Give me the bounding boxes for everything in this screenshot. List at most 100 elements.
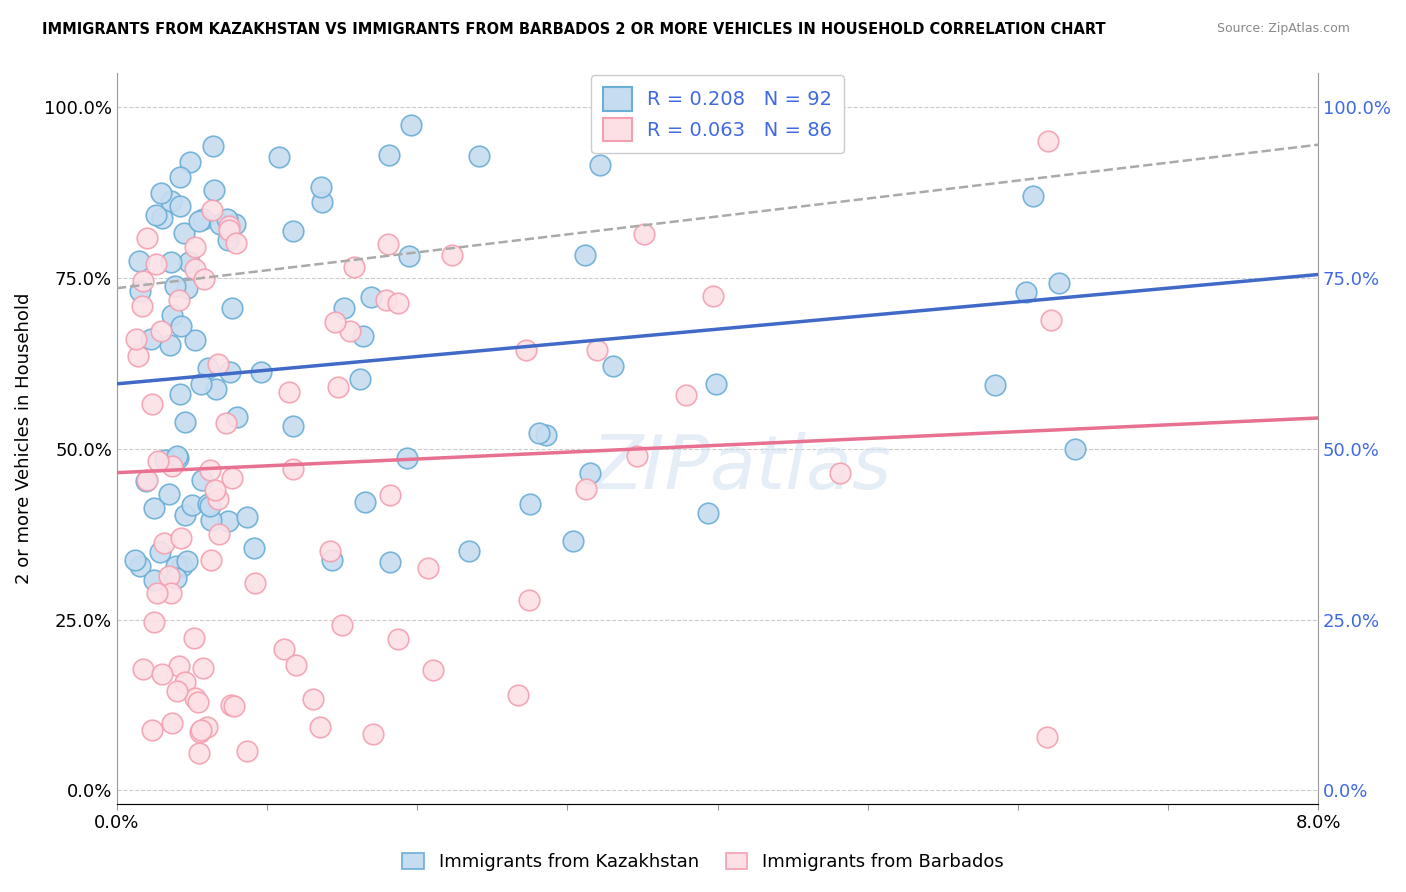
Point: [416, 560, 439, 574]
Point: [172, 558, 194, 573]
Point: [273, 641, 295, 656]
Point: [468, 149, 491, 163]
Point: [330, 618, 353, 632]
Point: [209, 218, 232, 232]
Point: [198, 499, 221, 513]
Point: [157, 569, 180, 583]
Point: [200, 553, 222, 567]
Point: [166, 684, 188, 698]
Point: [517, 592, 540, 607]
Point: [187, 746, 209, 760]
Point: [132, 662, 155, 676]
Point: [160, 308, 183, 322]
Point: [173, 508, 195, 523]
Point: [131, 299, 153, 313]
Point: [146, 454, 169, 468]
Point: [187, 695, 209, 709]
Point: [208, 527, 231, 541]
Point: [187, 214, 209, 228]
Point: [139, 332, 162, 346]
Point: [160, 459, 183, 474]
Point: [333, 301, 356, 315]
Point: [378, 555, 401, 569]
Point: [562, 533, 585, 548]
Point: [190, 376, 212, 391]
Point: [136, 230, 159, 244]
Point: [377, 148, 399, 162]
Point: [422, 663, 444, 677]
Point: [349, 372, 371, 386]
Point: [173, 415, 195, 429]
Point: [183, 240, 205, 254]
Point: [159, 586, 181, 600]
Point: [183, 261, 205, 276]
Point: [141, 723, 163, 737]
Point: [183, 632, 205, 646]
Point: [602, 359, 624, 373]
Point: [221, 301, 243, 315]
Point: [396, 451, 419, 466]
Point: [326, 380, 349, 394]
Point: [281, 224, 304, 238]
Point: [318, 544, 340, 558]
Point: [1015, 285, 1038, 299]
Point: [207, 492, 229, 507]
Point: [150, 324, 173, 338]
Point: [354, 495, 377, 509]
Point: [704, 377, 727, 392]
Point: [1036, 134, 1059, 148]
Point: [575, 482, 598, 496]
Point: [160, 194, 183, 208]
Point: [190, 723, 212, 738]
Point: [136, 473, 159, 487]
Point: [169, 531, 191, 545]
Point: [129, 558, 152, 573]
Point: [146, 586, 169, 600]
Point: [179, 155, 201, 169]
Point: [143, 573, 166, 587]
Point: [278, 385, 301, 400]
Point: [173, 227, 195, 241]
Point: [145, 257, 167, 271]
Point: [224, 217, 246, 231]
Point: [534, 428, 557, 442]
Text: IMMIGRANTS FROM KAZAKHSTAN VS IMMIGRANTS FROM BARBADOS 2 OR MORE VEHICLES IN HOU: IMMIGRANTS FROM KAZAKHSTAN VS IMMIGRANTS…: [42, 22, 1105, 37]
Point: [633, 227, 655, 241]
Point: [204, 483, 226, 498]
Point: [1047, 277, 1070, 291]
Legend: Immigrants from Kazakhstan, Immigrants from Barbados: Immigrants from Kazakhstan, Immigrants f…: [395, 846, 1011, 879]
Point: [675, 388, 697, 402]
Point: [378, 488, 401, 502]
Point: [193, 211, 215, 226]
Point: [195, 720, 218, 734]
Point: [153, 536, 176, 550]
Point: [160, 716, 183, 731]
Point: [170, 318, 193, 333]
Point: [184, 690, 207, 705]
Point: [586, 343, 609, 357]
Point: [1040, 312, 1063, 326]
Point: [169, 170, 191, 185]
Point: [221, 698, 243, 713]
Point: [176, 554, 198, 568]
Point: [191, 661, 214, 675]
Point: [167, 293, 190, 307]
Point: [440, 248, 463, 262]
Point: [457, 543, 479, 558]
Point: [626, 449, 648, 463]
Point: [128, 253, 150, 268]
Point: [309, 179, 332, 194]
Point: [321, 553, 343, 567]
Point: [218, 365, 240, 379]
Text: Source: ZipAtlas.com: Source: ZipAtlas.com: [1216, 22, 1350, 36]
Point: [197, 360, 219, 375]
Point: [375, 293, 398, 307]
Point: [399, 118, 422, 132]
Point: [200, 462, 222, 476]
Point: [166, 450, 188, 464]
Point: [574, 248, 596, 262]
Point: [150, 667, 173, 681]
Point: [377, 237, 399, 252]
Point: [176, 281, 198, 295]
Point: [387, 296, 409, 310]
